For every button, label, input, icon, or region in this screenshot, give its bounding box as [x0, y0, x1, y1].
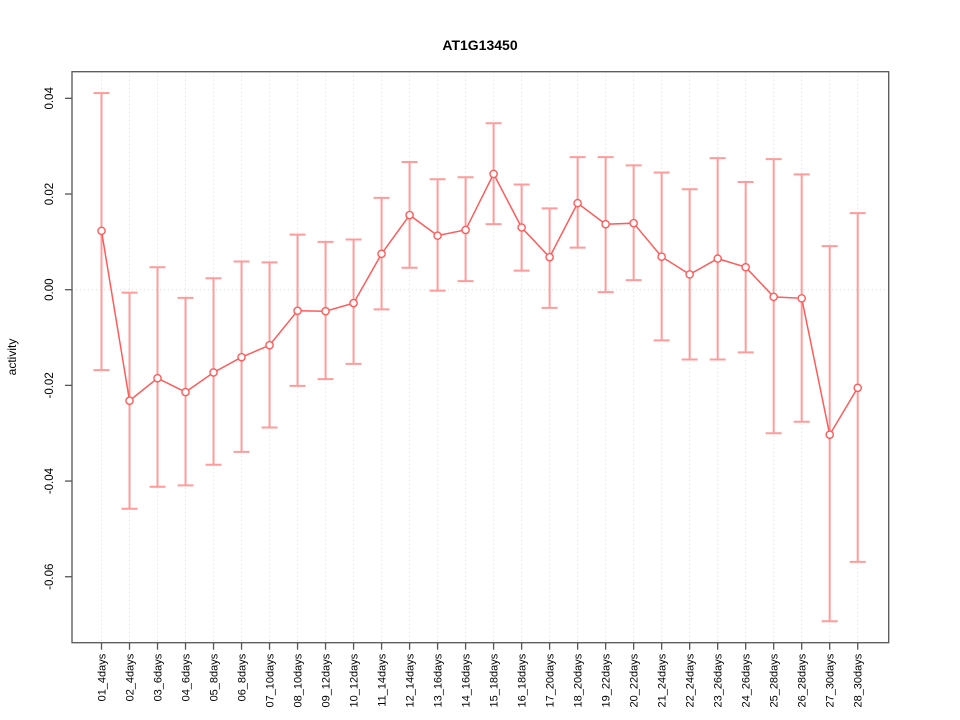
data-point: [153, 373, 162, 383]
data-point: [209, 368, 218, 377]
data-point: [517, 223, 526, 232]
data-point: [433, 231, 442, 240]
data-point: [657, 252, 666, 261]
x-tick-label: 21_24days: [656, 653, 668, 707]
y-tick-label: -0.02: [44, 372, 56, 398]
x-tick-label: 27_30days: [825, 653, 837, 707]
x-tick-label: 13_16days: [432, 653, 444, 707]
data-point: [97, 226, 106, 236]
x-tick-label: 19_22days: [600, 653, 612, 707]
data-point: [601, 219, 610, 229]
x-tick-label: 23_26days: [713, 653, 725, 707]
data-point: [461, 225, 470, 235]
data-point: [825, 430, 834, 439]
x-tick-label: 01_4days: [96, 653, 108, 701]
data-point: [125, 396, 134, 405]
series-line: [100, 172, 859, 437]
data-point: [293, 306, 302, 316]
y-tick-label: 0.04: [44, 87, 56, 110]
x-tick-label: 11_14days: [376, 653, 388, 707]
y-tick-label: 0.02: [44, 183, 56, 205]
data-point: [545, 252, 554, 262]
data-point: [377, 249, 386, 259]
x-tick-label: 10_12days: [348, 653, 360, 707]
x-tick-label: 12_14days: [404, 653, 416, 707]
x-tick-label: 02_4days: [124, 653, 136, 701]
data-point: [769, 292, 778, 302]
x-tick-label: 14_16days: [460, 653, 472, 707]
x-tick-label: 05_8days: [208, 653, 220, 701]
y-tick-label: -0.04: [44, 467, 56, 494]
data-point: [265, 340, 274, 350]
x-tick-label: 26_28days: [797, 653, 809, 707]
x-tick-label: 15_18days: [488, 653, 500, 707]
data-point: [489, 169, 498, 179]
data-point: [237, 352, 246, 362]
x-tick-label: 20_22days: [628, 653, 640, 707]
x-tick-label: 25_28days: [769, 653, 781, 707]
x-tick-label: 07_10days: [264, 653, 276, 707]
data-point: [181, 387, 190, 397]
plot-border: [71, 71, 890, 644]
data-point: [629, 218, 638, 228]
y-tick-label: 0.00: [44, 279, 56, 301]
y-tick-label: -0.06: [44, 564, 56, 590]
chart-title: AT1G13450: [442, 37, 518, 53]
x-tick-label: 06_8days: [236, 653, 248, 701]
data-point: [797, 294, 806, 303]
x-tick-label: 16_18days: [516, 653, 528, 707]
x-tick-label: 04_6days: [180, 653, 192, 701]
data-point: [853, 383, 863, 393]
x-tick-label: 28_30days: [853, 653, 865, 707]
x-tick-label: 09_12days: [320, 653, 332, 707]
x-tick-label: 18_20days: [572, 653, 584, 707]
data-point: [741, 262, 750, 272]
data-point: [713, 254, 722, 263]
data-point: [685, 270, 694, 279]
x-tick-label: 08_10days: [292, 653, 304, 707]
data-point: [321, 306, 330, 316]
x-tick-label: 03_6days: [152, 653, 164, 701]
x-tick-label: 22_24days: [685, 653, 697, 707]
x-tick-label: 24_26days: [741, 653, 753, 707]
x-tick-label: 17_20days: [544, 653, 556, 707]
data-point: [405, 210, 414, 220]
data-point: [349, 298, 358, 308]
data-point: [573, 198, 582, 208]
